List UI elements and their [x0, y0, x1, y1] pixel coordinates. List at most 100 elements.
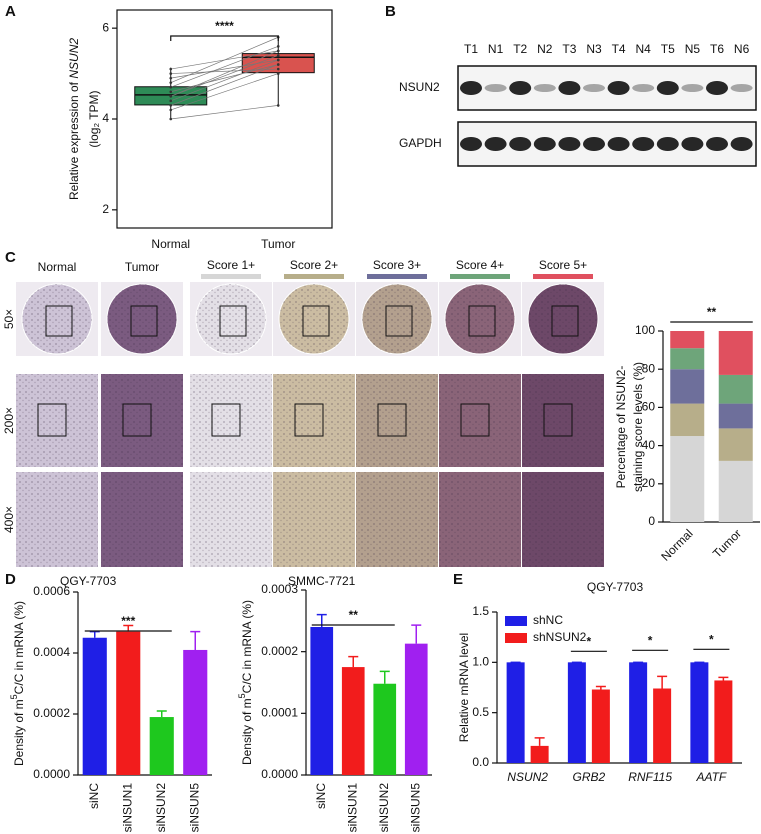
blot-band [656, 137, 679, 151]
magnification-label: 400× [2, 506, 16, 533]
bar [567, 662, 586, 763]
panel-label: A [5, 3, 16, 20]
score-chip [367, 274, 427, 279]
point [276, 45, 280, 48]
bar [629, 662, 648, 763]
y-tick-label: 60 [642, 400, 656, 414]
point [169, 67, 173, 71]
error-bar [190, 630, 201, 650]
y-tick-label: 0.0006 [33, 584, 70, 598]
paired-line [170, 105, 279, 120]
paired-line [170, 50, 279, 97]
panel-label: D [5, 571, 16, 588]
x-tick-label: Tumor [261, 237, 295, 251]
blot-band [706, 137, 728, 151]
lane-label: N6 [734, 42, 750, 56]
bar [653, 688, 672, 763]
lane-label: T6 [710, 42, 724, 56]
x-tick-label: NSUN2 [507, 770, 548, 784]
y-tick-label: 0.0000 [261, 767, 298, 781]
legend-label: shNSUN2 [533, 630, 587, 644]
lane-label: T2 [513, 42, 527, 56]
significance-line [170, 35, 279, 41]
blot-band [583, 84, 605, 92]
paired-line [170, 55, 279, 97]
bar-segment [670, 403, 705, 437]
point [169, 90, 173, 94]
y-tick-label: 0.0002 [33, 706, 70, 720]
paired-line [170, 46, 279, 88]
y-axis-title-part: 5 [9, 694, 19, 699]
y-axis-title: Relative expression of NSUN2 [67, 38, 81, 200]
ihc-image-texture [439, 374, 521, 467]
blot-band [460, 137, 482, 151]
y-axis-title: staining score levels (%) [631, 362, 645, 492]
error-bar [89, 630, 100, 638]
y-axis-title-part: Percentage of NSUN2- [614, 366, 628, 489]
blot-band [533, 84, 556, 92]
x-tick-label: siNSUN1 [120, 783, 134, 833]
lane-label: T3 [562, 42, 576, 56]
zoom-box [130, 305, 158, 337]
ihc-image-texture [273, 472, 355, 567]
error-bar [156, 710, 167, 718]
y-axis-title: Density of m5C/C in mRNA (%) [9, 601, 26, 766]
x-tick-label: siNSUN5 [408, 783, 422, 833]
y-tick-label: 1.5 [472, 604, 489, 618]
x-tick-label: Normal [151, 237, 190, 251]
point [276, 67, 280, 71]
x-tick-label: AATF [695, 770, 726, 784]
point [169, 99, 173, 103]
ihc-image-texture [190, 472, 272, 567]
error-bar [657, 675, 668, 689]
y-tick-label: 0.0000 [33, 767, 70, 781]
bar-segment [718, 374, 753, 404]
bar-segment [718, 403, 753, 429]
bar-segment [670, 348, 705, 370]
score-label: Score 1+ [207, 258, 255, 272]
y-tick-label: 20 [642, 476, 656, 490]
zoom-box [385, 305, 413, 337]
error-bar [379, 670, 390, 684]
bar-segment [718, 331, 753, 375]
y-axis-title-part: C/C in mRNA (%) [12, 601, 26, 694]
ihc-image-texture [356, 374, 438, 467]
blot-band [681, 84, 704, 92]
ihc-image-texture [101, 472, 183, 567]
lane-label: T1 [464, 42, 478, 56]
y-tick-label: 0.0002 [261, 644, 298, 658]
x-tick-label: siNSUN2 [377, 783, 391, 833]
magnification-label: 50× [2, 309, 16, 329]
blot-band [681, 137, 704, 151]
y-axis-title: Relative mRNA level [457, 633, 471, 742]
blot-band [607, 81, 630, 95]
tma-core-texture [528, 284, 598, 354]
blot-band [460, 81, 482, 95]
bar [506, 662, 525, 763]
x-tick-label: siNSUN2 [154, 783, 168, 833]
score-chip [201, 274, 261, 279]
point [276, 72, 280, 75]
point [169, 81, 173, 84]
paired-line [170, 59, 279, 79]
ihc-image-texture [16, 374, 98, 467]
significance: * [709, 632, 714, 646]
blot-band [509, 137, 532, 151]
y-tick-label: 6 [102, 20, 109, 34]
y-tick-label: 0 [648, 514, 655, 528]
score-label: Score 2+ [290, 258, 338, 272]
y-tick-label: 0.0001 [261, 706, 298, 720]
y-tick-label: 80 [642, 361, 656, 375]
y-tick-label: 2 [102, 202, 109, 216]
point [169, 104, 173, 107]
y-axis-title-part: Density of m [240, 698, 254, 765]
x-tick-label: siNSUN1 [345, 783, 359, 833]
y-axis-title-part: staining score levels (%) [631, 362, 645, 492]
x-tick-label: GRB2 [573, 770, 606, 784]
zoom-box [543, 403, 573, 437]
zoom-box [294, 403, 324, 437]
x-tick-label: siNSUN5 [187, 783, 201, 833]
point [276, 58, 280, 62]
lane-label: N3 [586, 42, 602, 56]
panel-label: E [453, 571, 463, 588]
